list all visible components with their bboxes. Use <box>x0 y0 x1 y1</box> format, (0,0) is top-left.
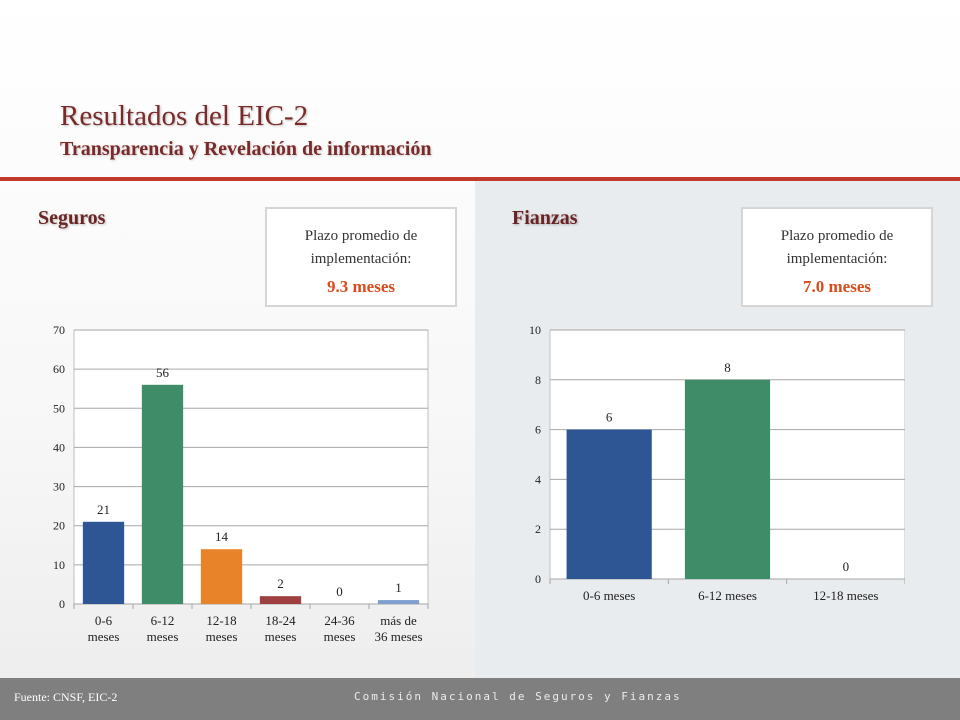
info-box-seguros: Plazo promedio de implementación: 9.3 me… <box>265 207 457 307</box>
slide-subtitle: Transparencia y Revelación de informació… <box>60 138 432 160</box>
data-label: 8 <box>724 360 731 375</box>
section-title-fianzas: Fianzas <box>512 207 578 229</box>
info-box-fianzas: Plazo promedio de implementación: 7.0 me… <box>741 207 933 307</box>
info-box-label: Plazo promedio de implementación: <box>304 228 418 267</box>
info-box-label: Plazo promedio de implementación: <box>780 228 894 267</box>
y-tick-label: 6 <box>535 423 541 437</box>
section-title-seguros: Seguros <box>38 207 106 229</box>
x-tick-label: 12-18 <box>206 613 236 628</box>
data-label: 56 <box>156 365 170 380</box>
bar <box>377 600 420 604</box>
y-tick-label: 4 <box>535 472 541 486</box>
y-tick-label: 20 <box>53 519 65 533</box>
x-tick-label: 6-12 <box>151 613 175 628</box>
x-tick-label: meses <box>265 629 297 644</box>
y-tick-label: 50 <box>53 401 65 415</box>
y-tick-label: 0 <box>59 597 65 611</box>
footer-bar <box>0 678 960 720</box>
y-tick-label: 10 <box>529 323 541 337</box>
x-tick-label: 0-6 meses <box>583 588 635 603</box>
y-tick-label: 0 <box>535 572 541 586</box>
y-tick-label: 2 <box>535 522 541 536</box>
x-tick-label: más de <box>380 613 417 628</box>
bar <box>259 596 302 604</box>
y-tick-label: 10 <box>53 558 65 572</box>
x-tick-label: meses <box>206 629 238 644</box>
y-tick-label: 8 <box>535 373 541 387</box>
bar <box>200 549 243 604</box>
x-tick-label: 6-12 meses <box>698 588 757 603</box>
info-box-value: 9.3 meses <box>327 277 395 296</box>
bar <box>684 379 771 579</box>
data-label: 6 <box>606 410 613 425</box>
data-label: 0 <box>843 559 850 574</box>
x-tick-label: 0-6 <box>95 613 113 628</box>
bar-chart-seguros: 010203040506070210-6meses566-12meses1412… <box>53 323 429 644</box>
x-tick-label: meses <box>88 629 120 644</box>
bar <box>141 384 184 604</box>
data-label: 0 <box>336 584 343 599</box>
footer-source: Fuente: CNSF, EIC-2 <box>14 690 118 704</box>
x-tick-label: 24-36 <box>324 613 355 628</box>
y-tick-label: 70 <box>53 323 65 337</box>
y-tick-label: 30 <box>53 480 65 494</box>
plot-area <box>73 329 429 605</box>
y-tick-label: 60 <box>53 362 65 376</box>
data-label: 14 <box>215 529 229 544</box>
chart-seguros: 0 10 20 30 40 50 60 70 21 0-6 meses 56 6-12 meses 14 12… <box>30 318 440 658</box>
slide-title: Resultados del EIC-2 <box>60 100 309 132</box>
x-tick-label: 12-18 meses <box>813 588 878 603</box>
data-label: 2 <box>277 576 284 591</box>
footer-organization: Comisión Nacional de Seguros y Fianzas <box>354 690 682 703</box>
x-tick-label: 18-24 <box>265 613 296 628</box>
x-tick-label: meses <box>324 629 356 644</box>
title-divider <box>0 177 960 181</box>
chart-fianzas: 0 2 4 6 8 10 6 0-6 meses 8 6-12 meses 0 12-18 meses <box>505 318 906 618</box>
x-tick-label: 36 meses <box>374 629 422 644</box>
data-label: 1 <box>395 580 402 595</box>
x-tick-label: meses <box>147 629 179 644</box>
bar <box>82 521 125 604</box>
data-label: 21 <box>97 502 110 517</box>
bar <box>566 429 652 579</box>
info-box-value: 7.0 meses <box>803 277 871 296</box>
y-tick-label: 40 <box>53 440 65 454</box>
bar-chart-fianzas: 0 2 4 6 8 10 6 0-6 meses 8 6-12 meses 0 12-18 meses <box>529 323 906 603</box>
